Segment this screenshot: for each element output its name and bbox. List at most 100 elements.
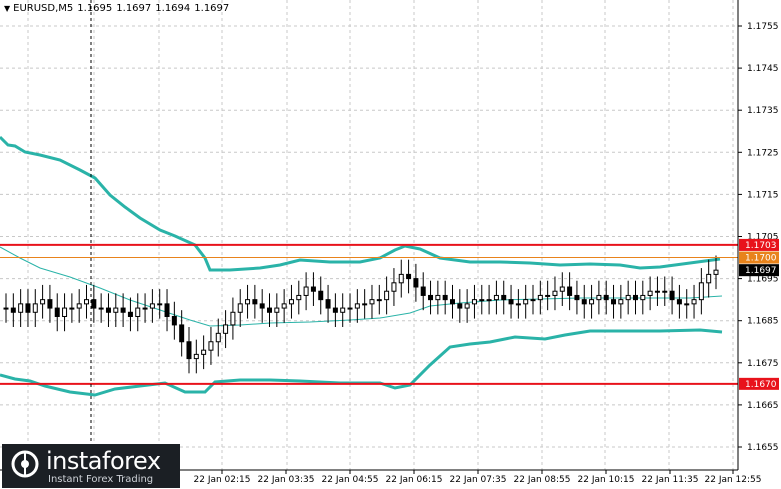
candle-body (625, 294, 631, 301)
candle-body (493, 294, 499, 301)
candle-body (230, 311, 236, 326)
time-tick-label: 22 Jan 10:15 (578, 475, 635, 485)
price-axis: 1.1755 1.1745 1.1735 1.1725 1.1715 1.1705 1.16… (738, 22, 779, 453)
candle-body (420, 286, 426, 296)
time-tick-label: 22 Jan 07:35 (450, 475, 507, 485)
open-price: 1.1695 (77, 3, 113, 14)
envelope-bands (0, 135, 723, 397)
candle-body (362, 303, 368, 306)
candle-body (69, 307, 75, 310)
candle-body (288, 299, 294, 305)
candle-body (208, 341, 214, 351)
candle-body (91, 299, 97, 309)
candle-body (318, 290, 324, 301)
brand-logo: instaforex Instant Forex Trading (2, 444, 180, 488)
chart-header: ▼ EURUSD,M5 1.1695 1.1697 1.1694 1.1697 (4, 3, 233, 14)
candle-body (274, 307, 280, 313)
low-price: 1.1694 (155, 3, 191, 14)
time-tick-label: 22 Jan 06:15 (386, 475, 443, 485)
candle-body (252, 299, 258, 305)
candlesticks (3, 255, 719, 374)
candle-body (171, 315, 177, 326)
price-tick-label: 1.1755 (747, 22, 779, 32)
candle-body (662, 290, 668, 293)
logo-tagline: Instant Forex Trading (48, 474, 154, 485)
candle-body (347, 307, 353, 310)
candle-body (486, 299, 492, 302)
bid-price-tag-bg (739, 264, 779, 277)
candle-body (3, 307, 9, 310)
candle-body (237, 303, 243, 313)
chart-grid (0, 0, 738, 470)
time-tick-label: 22 Jan 11:35 (642, 475, 699, 485)
price-tick-label: 1.1665 (747, 401, 779, 411)
support-tag-text: 1.1670 (745, 380, 777, 390)
candle-body (54, 307, 60, 317)
symbol-dropdown-icon[interactable]: ▼ (4, 4, 11, 13)
time-tick-label: 22 Jan 04:55 (322, 475, 379, 485)
candle-body (391, 282, 397, 292)
candle-body (113, 307, 119, 313)
price-tick-label: 1.1685 (747, 317, 779, 327)
candle-body (98, 307, 104, 310)
candle-body (10, 307, 16, 313)
candle-body (303, 286, 309, 296)
price-tick-label: 1.1675 (747, 359, 779, 369)
candle-body (340, 307, 346, 313)
candle-body (471, 299, 477, 305)
candle-body (559, 286, 565, 292)
candle-body (84, 299, 90, 305)
time-tick-label: 22 Jan 08:55 (514, 475, 571, 485)
candle-body (457, 303, 463, 309)
candle-body (25, 303, 31, 313)
horizontal-levels (0, 243, 738, 385)
current-price-tag-bg (739, 251, 779, 264)
candle-body (296, 294, 302, 301)
logo-name: instaforex (46, 447, 161, 475)
candle-body (589, 299, 595, 305)
candle-body (179, 324, 185, 343)
candle-body (149, 303, 155, 309)
candle-body (32, 303, 38, 313)
candle-body (449, 299, 455, 305)
candle-body (62, 307, 68, 317)
candle-body (632, 294, 638, 301)
price-tick-label: 1.1705 (747, 233, 779, 243)
candle-body (76, 303, 82, 309)
candle-body (281, 303, 287, 309)
candle-body (676, 299, 682, 305)
candle-body (413, 278, 419, 288)
close-price: 1.1697 (194, 3, 230, 14)
candle-body (384, 290, 390, 301)
candle-body (537, 294, 543, 301)
resistance-tag-bg (739, 238, 779, 251)
candle-body (515, 303, 521, 306)
candle-body (442, 294, 448, 301)
candle-body (508, 299, 514, 305)
candle-body (523, 299, 529, 305)
candle-body (398, 273, 404, 284)
candle-body (186, 341, 192, 360)
candle-body (501, 294, 507, 301)
price-tick-label: 1.1735 (747, 106, 779, 116)
candle-body (640, 294, 646, 301)
candle-body (706, 273, 712, 284)
level-tags: 1.1703 1.1700 1.1697 1.1670 (739, 238, 779, 390)
candle-body (325, 299, 331, 309)
current-price-tag-text: 1.1700 (745, 254, 777, 264)
candle-body (267, 307, 273, 313)
candle-body (332, 307, 338, 313)
candle-body (215, 332, 221, 343)
candle-body (135, 307, 141, 317)
price-tick-label: 1.1695 (747, 275, 779, 285)
symbol-label: EURUSD,M5 (13, 3, 74, 14)
candle-body (193, 353, 199, 360)
candle-body (105, 307, 111, 313)
candle-body (435, 294, 441, 301)
candle-body (669, 290, 675, 301)
candle-body (713, 269, 719, 275)
candle-body (698, 282, 704, 301)
candle-body (245, 299, 251, 305)
price-tick-label: 1.1745 (747, 64, 779, 74)
